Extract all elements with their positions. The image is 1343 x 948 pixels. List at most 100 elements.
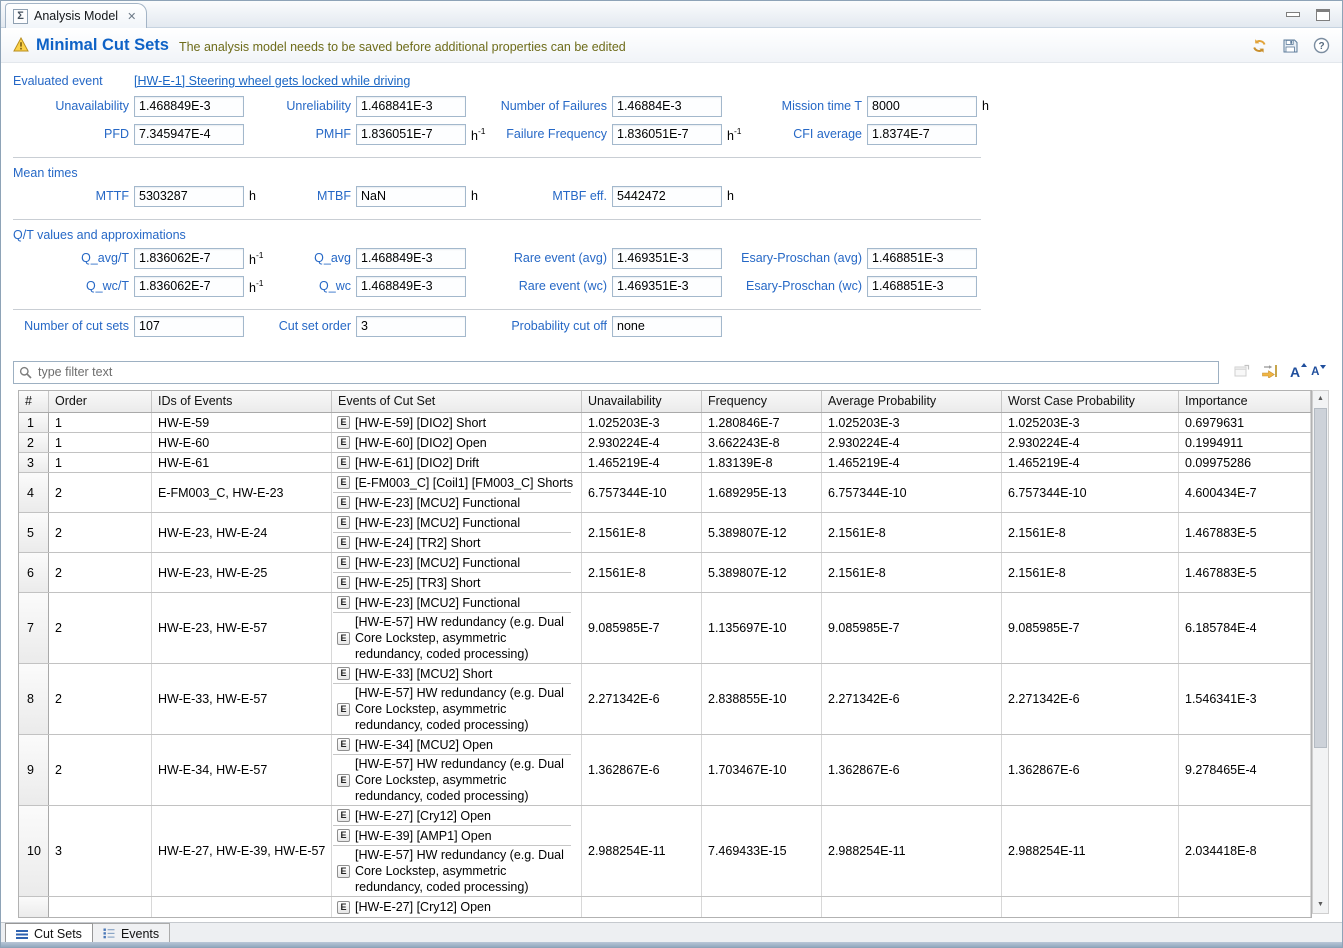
field-pmhf[interactable]: 1.836051E-7 <box>356 124 466 145</box>
field-q-avg[interactable]: 1.468849E-3 <box>356 248 466 269</box>
importance-cell: 0.6979631 <box>1179 413 1311 432</box>
event-line: E [HW-E-23] [MCU2] Functional <box>332 513 581 532</box>
field-number-of-failures[interactable]: 1.46884E-3 <box>612 96 722 117</box>
filter-input[interactable] <box>13 360 1219 384</box>
worst-case-probability-cell: 2.271342E-6 <box>1002 664 1179 734</box>
row-number-cell: 6 <box>19 553 49 592</box>
field-esary-proschan-wc[interactable]: 1.468851E-3 <box>867 276 977 297</box>
refresh-icon <box>1252 38 1266 53</box>
event-line: E [HW-E-57] HW redundancy (e.g. Dual Core… <box>332 613 581 663</box>
cutset-row[interactable]: 2 1 HW-E-60 E [HW-E-60] [DIO2] Open 2.930224E… <box>19 433 1311 453</box>
field-mtbf[interactable]: NaN <box>356 186 466 207</box>
cutset-row[interactable]: 7 2 HW-E-23, HW-E-57 E [HW-E-23] [MCU2] Func… <box>19 593 1311 664</box>
event-label: [HW-E-27] [Cry12] Open <box>355 808 491 823</box>
maximize-button[interactable] <box>1316 9 1330 21</box>
field-probability-cut-off[interactable]: none <box>612 316 722 337</box>
event-badge-icon: E <box>337 809 350 822</box>
ids-cell: E-FM003_C, HW-E-23 <box>152 473 332 512</box>
event-label: [HW-E-60] [DIO2] Open <box>355 435 487 450</box>
scroll-up-button[interactable]: ▲ <box>1317 395 1324 402</box>
editor-tab-analysis-model[interactable]: Σ Analysis Model ✕ <box>5 3 148 28</box>
cutset-row[interactable]: 8 2 HW-E-33, HW-E-57 E [HW-E-33] [MCU2] Shor… <box>19 664 1311 735</box>
field-unavailability[interactable]: 1.468849E-3 <box>134 96 244 117</box>
recalculate-button[interactable] <box>1250 37 1268 55</box>
column-header-unavailability[interactable]: Unavailability <box>582 391 702 412</box>
field-unit-failure-frequency: h-1 <box>727 126 742 144</box>
events-cell: E [HW-E-23] [MCU2] Functional E [HW-E-57] H… <box>332 593 582 663</box>
column-header-order[interactable]: Order <box>49 391 152 412</box>
field-label-esary-proschan-wc: Esary-Proschan (wc) <box>746 279 862 293</box>
font-increase-button[interactable]: A <box>1290 363 1308 379</box>
cutset-row[interactable]: 4 2 E-FM003_C, HW-E-23 E [E-FM003_C] [Coil1]… <box>19 473 1311 513</box>
column-header-events-of-cut-set[interactable]: Events of Cut Set <box>332 391 582 412</box>
field-rare-event-wc[interactable]: 1.469351E-3 <box>612 276 722 297</box>
evaluated-event-link[interactable]: [HW-E-1] Steering wheel gets locked whil… <box>134 74 411 88</box>
help-button[interactable]: ? <box>1312 37 1330 55</box>
column-header-frequency[interactable]: Frequency <box>702 391 822 412</box>
events-icon <box>103 927 115 942</box>
filter-actions: A A <box>1234 363 1327 381</box>
cutset-row[interactable]: 5 2 HW-E-23, HW-E-24 E [HW-E-23] [MCU2] Func… <box>19 513 1311 553</box>
table-body: 1 1 HW-E-59 E [HW-E-59] [DIO2] Short 1.025203… <box>19 413 1311 917</box>
field-esary-proschan-avg[interactable]: 1.468851E-3 <box>867 248 977 269</box>
row-number-cell: 4 <box>19 473 49 512</box>
importance-cell: 0.1994911 <box>1179 433 1311 452</box>
field-label-number-of-cut-sets: Number of cut sets <box>24 319 129 333</box>
field-q-avg-t[interactable]: 1.836062E-7 <box>134 248 244 269</box>
cutset-row[interactable]: 9 2 HW-E-34, HW-E-57 E [HW-E-34] [MCU2] Open… <box>19 735 1311 806</box>
event-badge-icon: E <box>337 516 350 529</box>
column-header-importance[interactable]: Importance <box>1179 391 1311 412</box>
field-row: Q_avg/T 1.836062E-7 h-1 Q_avg 1.468849E-3 Rar… <box>1 247 1342 275</box>
export-report-button[interactable] <box>1234 364 1250 381</box>
cutset-row[interactable]: 1 1 HW-E-59 E [HW-E-59] [DIO2] Short 1.025203… <box>19 413 1311 433</box>
average-probability-cell: 6.757344E-10 <box>822 473 1002 512</box>
field-number-of-cut-sets[interactable]: 107 <box>134 316 244 337</box>
minimize-button[interactable] <box>1286 12 1300 17</box>
cutset-row[interactable]: E [HW-E-27] [Cry12] Open <box>19 897 1311 917</box>
average-probability-cell: 2.1561E-8 <box>822 553 1002 592</box>
field-rare-event-avg[interactable]: 1.469351E-3 <box>612 248 722 269</box>
sync-selection-button[interactable] <box>1261 364 1279 381</box>
column-header-average-probability[interactable]: Average Probability <box>822 391 1002 412</box>
cutset-row[interactable]: 6 2 HW-E-23, HW-E-25 E [HW-E-23] [MCU2] Func… <box>19 553 1311 593</box>
field-cfi-average[interactable]: 1.8374E-7 <box>867 124 977 145</box>
field-unit-mtbf-eff: h <box>727 189 734 203</box>
worst-case-probability-cell <box>1002 897 1179 917</box>
events-cell: E [HW-E-33] [MCU2] Short E [HW-E-57] HW red… <box>332 664 582 734</box>
bottom-tab-events[interactable]: Events <box>92 923 171 945</box>
event-line: E [HW-E-25] [TR3] Short <box>332 573 581 592</box>
font-decrease-button[interactable]: A <box>1311 365 1327 379</box>
event-label: [HW-E-33] [MCU2] Short <box>355 666 493 681</box>
event-badge-icon: E <box>337 476 350 489</box>
frequency-cell: 2.838855E-10 <box>702 664 822 734</box>
field-mttf[interactable]: 5303287 <box>134 186 244 207</box>
field-pfd[interactable]: 7.345947E-4 <box>134 124 244 145</box>
field-label-pmhf: PMHF <box>315 127 351 141</box>
scrollbar-thumb[interactable] <box>1314 408 1327 748</box>
save-button[interactable] <box>1281 37 1299 55</box>
column-header-[interactable]: # <box>19 391 49 412</box>
close-icon[interactable]: ✕ <box>127 10 137 23</box>
field-cut-set-order[interactable]: 3 <box>356 316 466 337</box>
field-mtbf-eff[interactable]: 5442472 <box>612 186 722 207</box>
vertical-scrollbar[interactable]: ▲ ▼ <box>1312 390 1329 914</box>
scroll-down-button[interactable]: ▼ <box>1317 901 1324 908</box>
field-q-wc-t[interactable]: 1.836062E-7 <box>134 276 244 297</box>
column-header-worst-case-probability[interactable]: Worst Case Probability <box>1002 391 1179 412</box>
field-q-wc[interactable]: 1.468849E-3 <box>356 276 466 297</box>
average-probability-cell: 1.465219E-4 <box>822 453 1002 472</box>
field-mission-time-t[interactable]: 8000 <box>867 96 977 117</box>
ids-cell: HW-E-23, HW-E-25 <box>152 553 332 592</box>
event-separator <box>333 825 571 826</box>
ids-cell <box>152 897 332 917</box>
cutset-row[interactable]: 3 1 HW-E-61 E [HW-E-61] [DIO2] Drift 1.465219… <box>19 453 1311 473</box>
unavailability-cell: 6.757344E-10 <box>582 473 702 512</box>
cutset-row[interactable]: 10 3 HW-E-27, HW-E-39, HW-E-57 E [HW-E-27] [… <box>19 806 1311 897</box>
svg-text:?: ? <box>1318 41 1324 52</box>
page-title: Minimal Cut Sets <box>36 36 169 54</box>
field-failure-frequency[interactable]: 1.836051E-7 <box>612 124 722 145</box>
column-header-ids-of-events[interactable]: IDs of Events <box>152 391 332 412</box>
field-unreliability[interactable]: 1.468841E-3 <box>356 96 466 117</box>
order-cell: 2 <box>49 735 152 805</box>
